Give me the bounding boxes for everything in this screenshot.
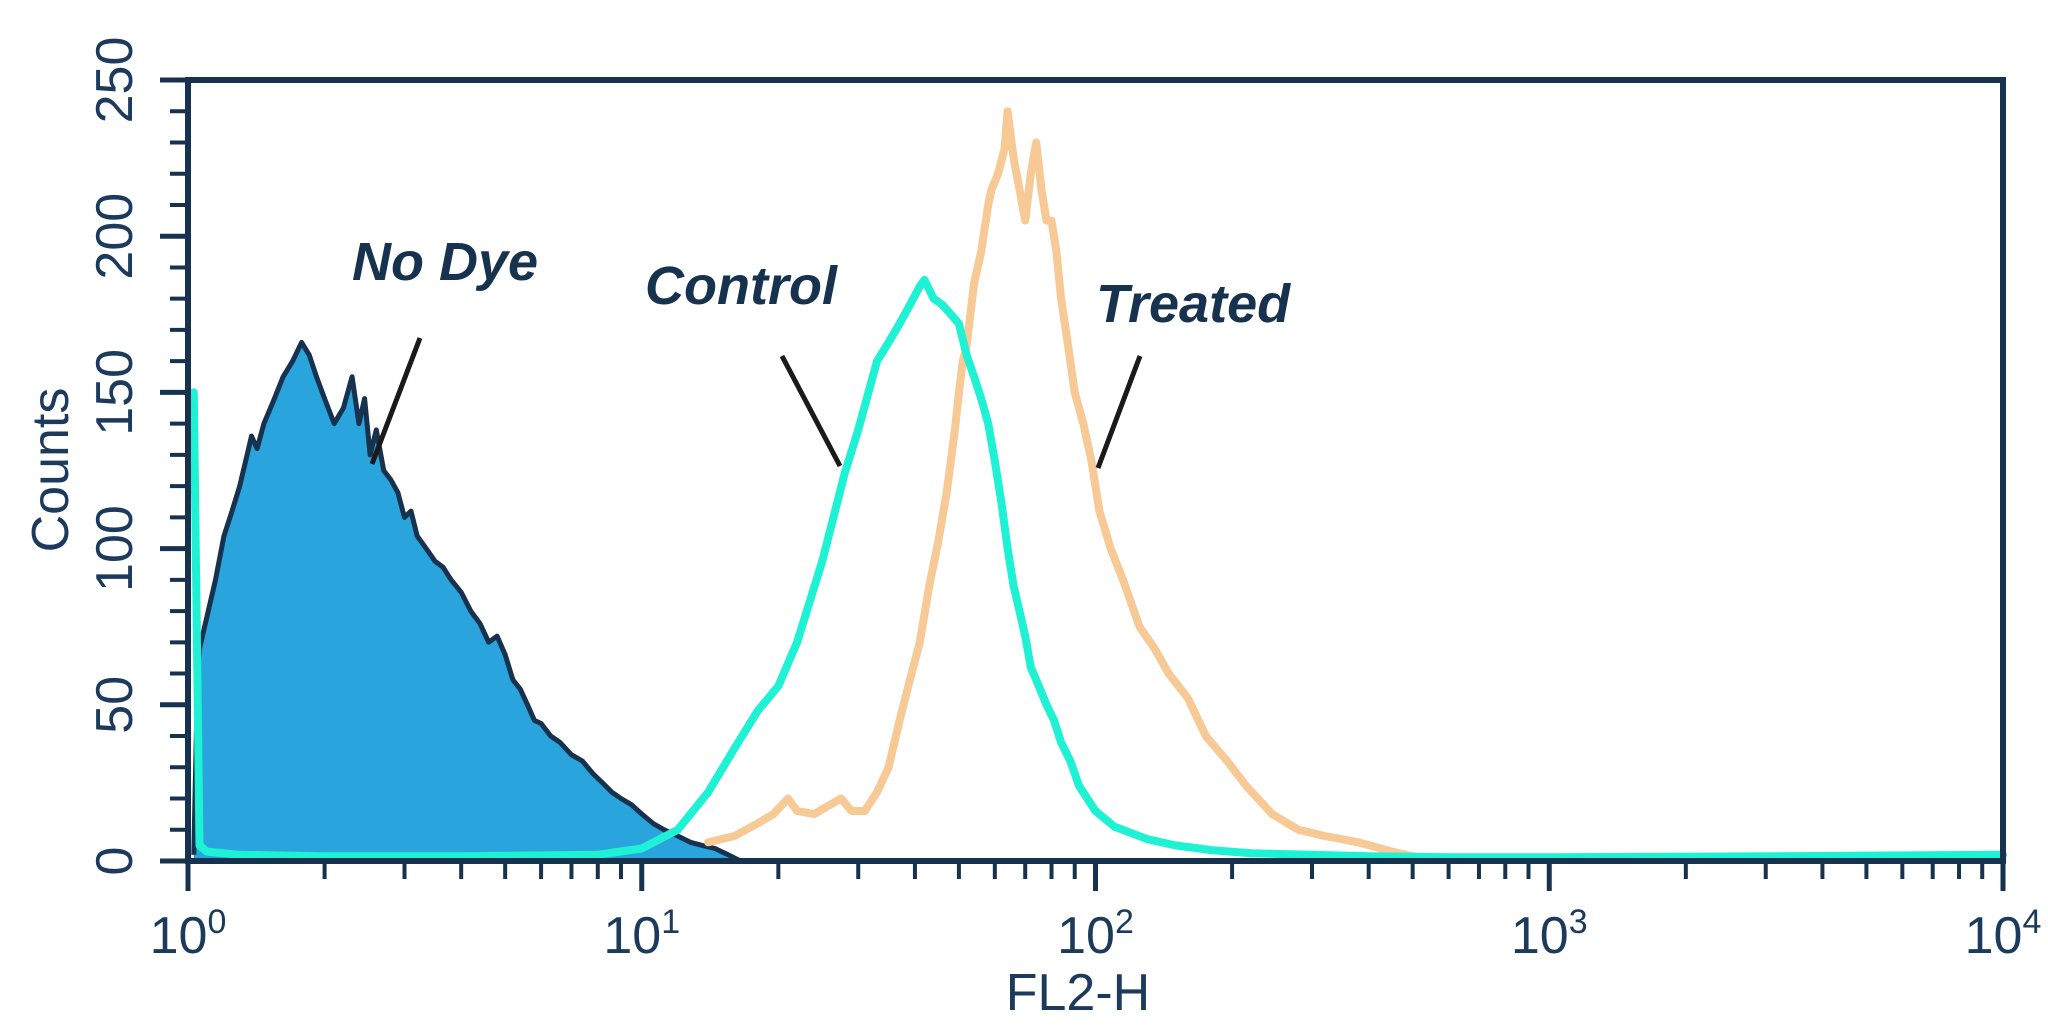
x-tick-label: 101 bbox=[603, 903, 680, 965]
y-tick-label: 150 bbox=[86, 349, 144, 436]
y-tick-label: 200 bbox=[86, 193, 144, 280]
annotation-no-dye: No Dye bbox=[352, 232, 538, 292]
tick-labels: 0 50 100 150 200 250 100 101 102 103 104 bbox=[86, 37, 2041, 965]
x-tick-label: 103 bbox=[1511, 903, 1588, 965]
series-control-line bbox=[189, 275, 2007, 862]
annotation-control: Control bbox=[645, 256, 838, 316]
x-axis-title: FL2-H bbox=[1006, 964, 1150, 1022]
series-no-dye-fill bbox=[193, 342, 741, 861]
series-no-dye-line bbox=[191, 339, 742, 864]
y-axis-title: Counts bbox=[22, 388, 80, 553]
pointer-treated bbox=[1095, 355, 1143, 469]
y-tick-label: 250 bbox=[86, 37, 144, 124]
x-tick-label: 100 bbox=[150, 903, 227, 965]
annotation-treated: Treated bbox=[1096, 274, 1291, 334]
axes bbox=[160, 77, 2006, 891]
pointer-no-dye bbox=[369, 337, 423, 465]
series-treated-line bbox=[704, 107, 1425, 862]
plot-area bbox=[189, 107, 2007, 864]
pointer-control bbox=[779, 354, 843, 468]
y-tick-label: 100 bbox=[86, 505, 144, 592]
y-tick-label: 0 bbox=[86, 847, 144, 876]
x-tick-label: 104 bbox=[1965, 903, 2042, 965]
y-tick-label: 50 bbox=[86, 676, 144, 734]
x-tick-label: 102 bbox=[1057, 903, 1134, 965]
